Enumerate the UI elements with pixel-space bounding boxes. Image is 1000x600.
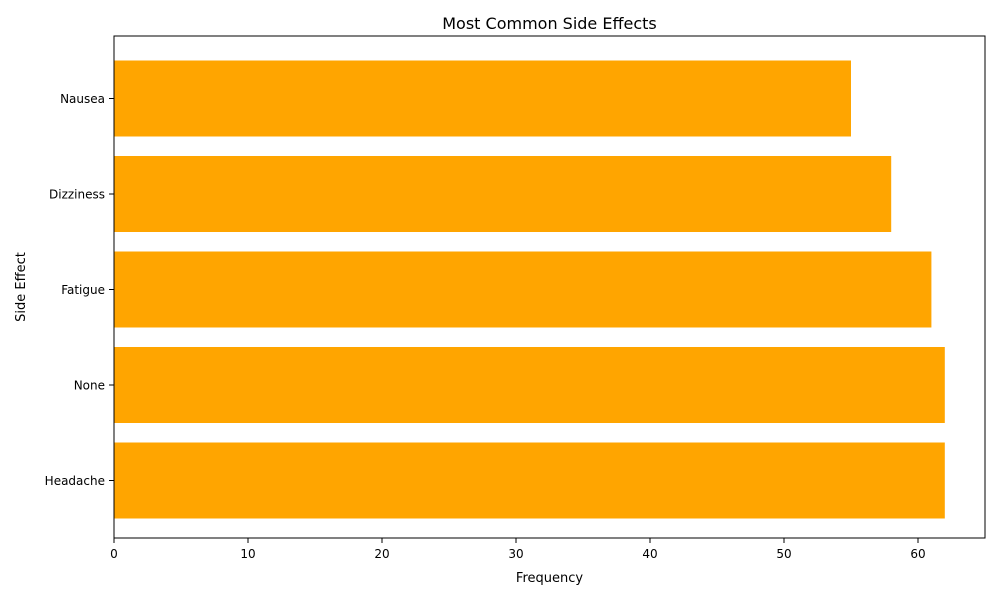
x-tick-label-20: 20 [374, 547, 389, 561]
x-tick-label-40: 40 [642, 547, 657, 561]
x-tick-label-50: 50 [776, 547, 791, 561]
chart-title: Most Common Side Effects [442, 14, 657, 33]
plot-frame [113, 35, 986, 539]
x-tick-label-60: 60 [910, 547, 925, 561]
y-tick-label-headache: Headache [45, 474, 105, 488]
bars-group [114, 60, 945, 519]
x-axis-label: Frequency [516, 571, 583, 586]
x-tick-label-10: 10 [240, 547, 255, 561]
y-tick-label-nausea: Nausea [60, 92, 105, 106]
y-tick-label-dizziness: Dizziness [49, 188, 105, 202]
y-axis-label: Side Effect [14, 252, 29, 322]
y-tick-label-fatigue: Fatigue [61, 283, 105, 297]
x-tick-label-30: 30 [508, 547, 523, 561]
y-ticks-group: Headache None Fatigue Dizziness Nausea [45, 92, 114, 488]
bar-fatigue [114, 251, 932, 328]
bar-dizziness [114, 156, 892, 232]
x-tick-label-0: 0 [110, 547, 118, 561]
y-tick-label-none: None [74, 379, 105, 393]
bar-headache [114, 442, 945, 519]
bar-nausea [114, 60, 851, 137]
x-ticks-group: 0 10 20 30 40 50 60 [110, 538, 926, 561]
bar-none [114, 347, 945, 423]
